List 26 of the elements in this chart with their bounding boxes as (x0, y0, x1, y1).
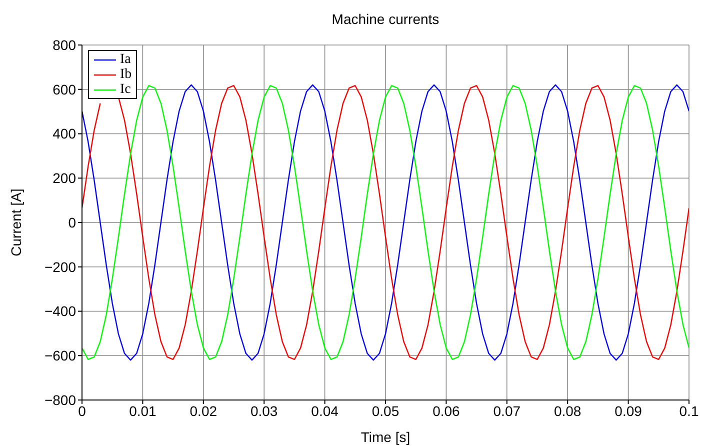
x-axis-title: Time [s] (360, 429, 410, 445)
y-axis-title: Current [A] (8, 188, 24, 256)
legend-label: Ib (120, 67, 132, 82)
x-tick-label: 0 (78, 402, 86, 419)
y-tick-label: −200 (44, 258, 76, 275)
y-tick-label: −800 (44, 392, 76, 408)
chart-title: Machine currents (330, 11, 440, 27)
x-tick-label: 0.06 (432, 402, 460, 419)
x-tick-label: 0.01 (129, 402, 157, 419)
x-tick-label: 0.09 (614, 402, 642, 419)
x-tick-label: 0.05 (372, 402, 400, 419)
y-tick-label: 200 (52, 170, 76, 186)
legend-label: Ia (120, 52, 131, 67)
x-tick-label: 0.08 (554, 402, 582, 419)
y-tick-label: 400 (52, 126, 76, 142)
y-tick-label: 800 (52, 36, 76, 53)
y-tick-label: −600 (44, 348, 76, 364)
x-tick-label: 0.1 (679, 402, 699, 419)
x-tick-label: 0.03 (250, 402, 278, 419)
y-tick-label: 0 (68, 214, 76, 230)
y-tick-label: 600 (52, 81, 76, 98)
x-tick-label: 0.07 (493, 402, 521, 419)
x-tick-label: 0.02 (190, 402, 218, 419)
x-tick-label: 0.04 (311, 402, 339, 419)
legend-label: Ic (120, 82, 131, 97)
y-tick-label: −400 (44, 303, 76, 320)
